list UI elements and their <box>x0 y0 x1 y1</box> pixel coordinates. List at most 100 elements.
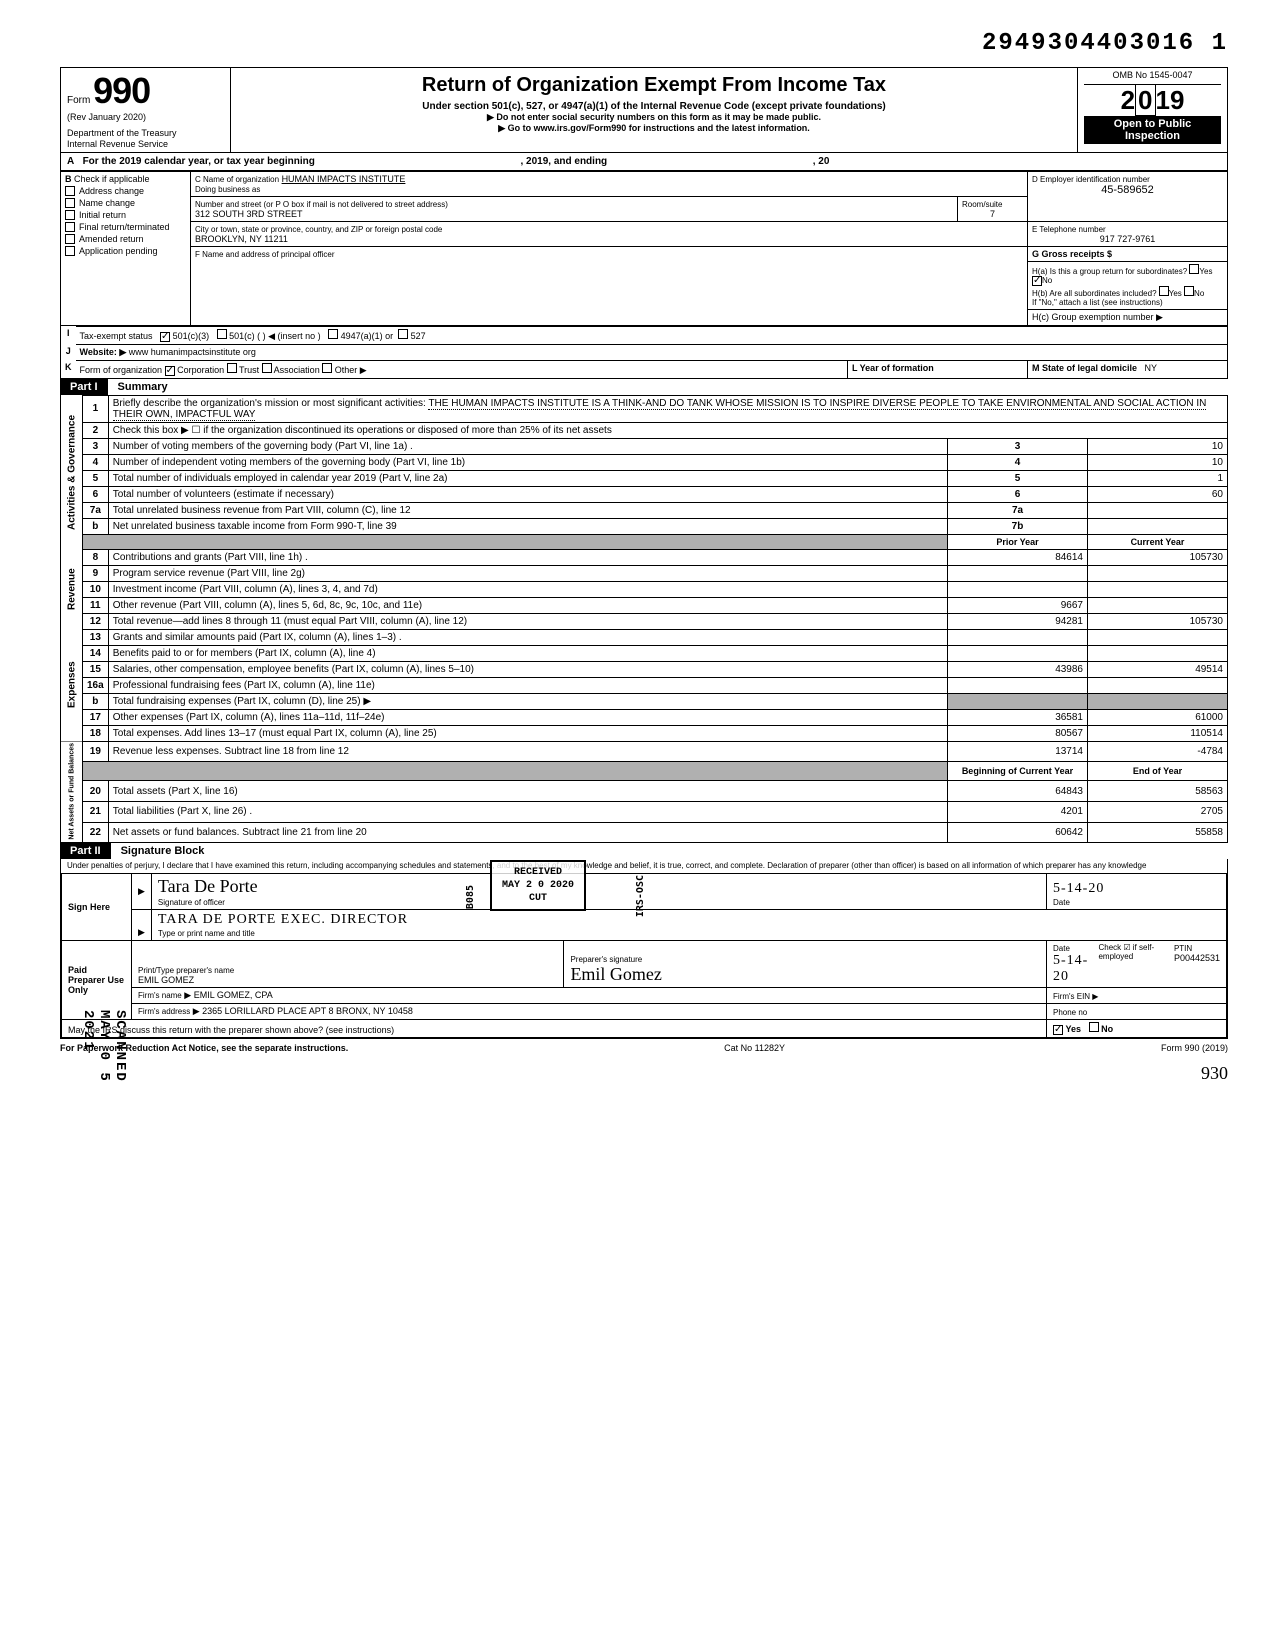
f-label: F Name and address of principal officer <box>195 250 334 259</box>
street-label: Number and street (or P O box if mail is… <box>195 200 448 209</box>
opt-trust: Trust <box>239 365 259 375</box>
prep-date: 5-14-20 <box>1053 953 1088 984</box>
city-value: BROOKLYN, NY 11211 <box>195 234 288 244</box>
line7b-box: 7b <box>948 518 1088 534</box>
line7a-num: 7a <box>83 502 109 518</box>
label-pending: Application pending <box>79 246 158 256</box>
check-corp[interactable] <box>165 366 175 376</box>
line17-num: 17 <box>83 709 109 725</box>
check-pending[interactable] <box>65 246 75 256</box>
line14-current <box>1088 645 1228 661</box>
line18-current: 110514 <box>1088 725 1228 741</box>
d-label: D Employer identification number <box>1032 175 1150 184</box>
line21-current: 2705 <box>1088 802 1228 823</box>
no-label2: No <box>1194 289 1204 298</box>
c-label: C Name of organization <box>195 175 279 184</box>
line22-prior: 60642 <box>948 822 1088 843</box>
check-527[interactable] <box>398 329 408 339</box>
line13-num: 13 <box>83 629 109 645</box>
form-org-label: Form of organization <box>80 365 163 375</box>
line16a-prior <box>948 677 1088 693</box>
line15-num: 15 <box>83 661 109 677</box>
hb-yes[interactable] <box>1159 286 1169 296</box>
tax-exempt-label: Tax-exempt status <box>80 331 153 341</box>
cut-text: CUT <box>502 892 574 905</box>
line5-text: Total number of individuals employed in … <box>108 470 947 486</box>
discuss-no[interactable] <box>1089 1022 1099 1032</box>
k-label: K <box>61 360 76 378</box>
vert-activities: Activities & Governance <box>61 395 83 549</box>
vert-expenses: Expenses <box>61 629 83 741</box>
ptin-label: PTIN <box>1174 944 1192 953</box>
check-name[interactable] <box>65 198 75 208</box>
self-employed-check: Check ☑ if self-employed <box>1098 943 1167 985</box>
line11-current <box>1088 597 1228 613</box>
check-trust[interactable] <box>227 363 237 373</box>
check-4947[interactable] <box>328 329 338 339</box>
initials: 930 <box>60 1063 1228 1084</box>
check-501c3[interactable] <box>160 332 170 342</box>
line16b-text: Total fundraising expenses (Part IX, col… <box>108 693 947 709</box>
b-text: Check if applicable <box>74 174 150 184</box>
officer-signature: Tara De Porte <box>158 876 1040 897</box>
line16b-current <box>1088 693 1228 709</box>
line7a-text: Total unrelated business revenue from Pa… <box>108 502 947 518</box>
opt-corp: Corporation <box>177 365 224 375</box>
line13-current <box>1088 629 1228 645</box>
opt-501c3: 501(c)(3) <box>173 331 210 341</box>
line16a-text: Professional fundraising fees (Part IX, … <box>108 677 947 693</box>
check-amended[interactable] <box>65 234 75 244</box>
discuss-question: May the IRS discuss this return with the… <box>62 1019 1047 1037</box>
line22-num: 22 <box>83 822 109 843</box>
footer-mid: Cat No 11282Y <box>724 1043 785 1053</box>
hc-note: If "No," attach a list (see instructions… <box>1032 298 1163 307</box>
line19-text: Revenue less expenses. Subtract line 18 … <box>108 741 947 762</box>
org-name: HUMAN IMPACTS INSTITUTE <box>282 174 406 184</box>
ha-label: H(a) Is this a group return for subordin… <box>1032 267 1187 276</box>
line14-prior <box>948 645 1088 661</box>
vert-revenue: Revenue <box>61 549 83 629</box>
line20-text: Total assets (Part X, line 16) <box>108 781 947 802</box>
ssn-warning: ▶ Do not enter social security numbers o… <box>237 112 1071 123</box>
discuss-yes[interactable] <box>1053 1025 1063 1035</box>
j-label: J <box>61 344 76 360</box>
line9-current <box>1088 565 1228 581</box>
line3-val: 10 <box>1088 438 1228 454</box>
check-final[interactable] <box>65 222 75 232</box>
line17-text: Other expenses (Part IX, column (A), lin… <box>108 709 947 725</box>
omb-number: OMB No 1545-0047 <box>1084 70 1221 85</box>
prep-signature: Emil Gomez <box>570 964 1040 985</box>
line21-prior: 4201 <box>948 802 1088 823</box>
line11-text: Other revenue (Part VIII, column (A), li… <box>108 597 947 613</box>
summary-table: Activities & Governance 1 Briefly descri… <box>60 395 1228 844</box>
open-public-1: Open to Public <box>1084 118 1221 130</box>
line8-num: 8 <box>83 549 109 565</box>
line10-text: Investment income (Part VIII, column (A)… <box>108 581 947 597</box>
line8-prior: 84614 <box>948 549 1088 565</box>
m-label: M State of legal domicile <box>1032 363 1137 373</box>
check-501c[interactable] <box>217 329 227 339</box>
paid-preparer-label: Paid Preparer Use Only <box>62 940 132 1019</box>
line7a-val <box>1088 502 1228 518</box>
received-stamp: RECEIVED MAY 2 0 2020 CUT <box>490 860 586 911</box>
check-address[interactable] <box>65 186 75 196</box>
ein-value: 45-589652 <box>1032 184 1223 196</box>
firm-addr-label: Firm's address <box>138 1007 190 1016</box>
b085-stamp: B085 <box>465 885 476 909</box>
document-id: 2949304403016 1 <box>60 30 1228 57</box>
check-assoc[interactable] <box>262 363 272 373</box>
firm-name: ▶ EMIL GOMEZ, CPA <box>184 990 272 1000</box>
ha-yes[interactable] <box>1189 264 1199 274</box>
firm-name-label: Firm's name <box>138 991 182 1000</box>
hb-no[interactable] <box>1184 286 1194 296</box>
label-amended: Amended return <box>79 234 144 244</box>
phone-no-label: Phone no <box>1053 1008 1087 1017</box>
irs-label: Internal Revenue Service <box>67 139 224 150</box>
check-initial[interactable] <box>65 210 75 220</box>
ha-no[interactable] <box>1032 276 1042 286</box>
line12-current: 105730 <box>1088 613 1228 629</box>
goto-url: ▶ Go to www.irs.gov/Form990 for instruct… <box>237 123 1071 134</box>
line19-current: -4784 <box>1088 741 1228 762</box>
website-label: Website: ▶ <box>80 347 127 357</box>
check-other[interactable] <box>322 363 332 373</box>
